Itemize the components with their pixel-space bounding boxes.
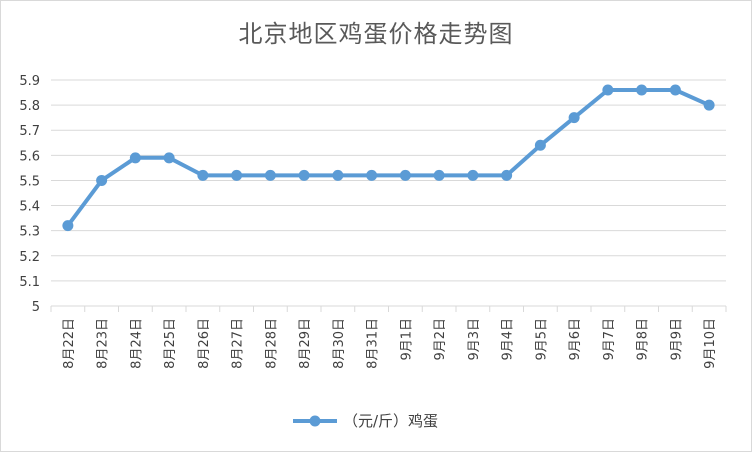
legend-marker-swatch [309,415,321,427]
y-tick-label: 5.2 [19,250,40,265]
x-tick-label: 9月2日 [433,318,448,361]
y-tick-label: 5.1 [19,275,40,290]
data-point [366,169,378,181]
data-point [264,169,276,181]
y-tick-label: 5.9 [19,74,40,89]
x-tick-label: 9月7日 [602,318,617,361]
x-tick-label: 8月29日 [298,318,313,369]
y-tick-label: 5.7 [19,124,40,139]
y-tick-label: 5.5 [19,174,40,189]
x-tick-label: 9月5日 [534,318,549,361]
x-tick-label: 8月30日 [332,318,347,369]
data-point [62,220,74,232]
legend-label: （元/斤）鸡蛋 [343,412,438,430]
y-axis: 5 5.1 5.2 5.3 5.4 5.5 5.6 5.7 5.8 5.9 [19,74,40,315]
x-tick-label: 9月1日 [399,318,414,361]
x-tick-label: 8月28日 [264,318,279,369]
data-point [197,169,209,181]
data-point [332,169,344,181]
data-point [163,152,175,164]
x-tick-label: 8月23日 [96,318,111,369]
y-tick-label: 5.8 [19,99,40,114]
data-point [399,169,411,181]
series-layer [62,84,715,232]
x-axis: 8月22日 8月23日 8月24日 8月25日 8月26日 8月27日 8月28日 8月29日… [50,306,727,369]
chart-title: 北京地区鸡蛋价格走势图 [238,20,514,48]
data-point [298,169,310,181]
x-tick-label: 9月6日 [568,318,583,361]
data-point [231,169,243,181]
y-tick-label: 5.4 [19,200,40,215]
x-tick-label: 9月3日 [467,318,482,361]
data-point [129,152,141,164]
x-tick-label: 8月26日 [197,318,212,369]
data-point [433,169,445,181]
data-point [669,84,681,96]
x-tick-label: 8月22日 [62,318,77,369]
data-point [568,112,580,124]
data-point [703,99,715,111]
x-tick-label: 8月25日 [163,318,178,369]
x-tick-label: 8月24日 [129,318,144,369]
y-tick-label: 5.3 [19,225,40,240]
data-point [501,169,513,181]
y-tick-label: 5.6 [19,149,40,164]
x-tick-label: 8月31日 [366,318,381,369]
legend: （元/斤）鸡蛋 [293,412,438,430]
y-tick-label: 5 [32,300,40,315]
x-tick-label: 9月8日 [636,318,651,361]
data-point [534,139,546,151]
x-tick-label: 9月4日 [501,318,516,361]
x-tick-label: 8月27日 [231,318,246,369]
x-tick-label: 9月10日 [703,318,718,369]
series-line [65,88,712,228]
data-point [602,84,614,96]
gridlines [51,79,726,307]
x-tick-label: 9月9日 [669,318,684,361]
data-point [96,174,108,186]
data-point [467,169,479,181]
data-point [636,84,648,96]
